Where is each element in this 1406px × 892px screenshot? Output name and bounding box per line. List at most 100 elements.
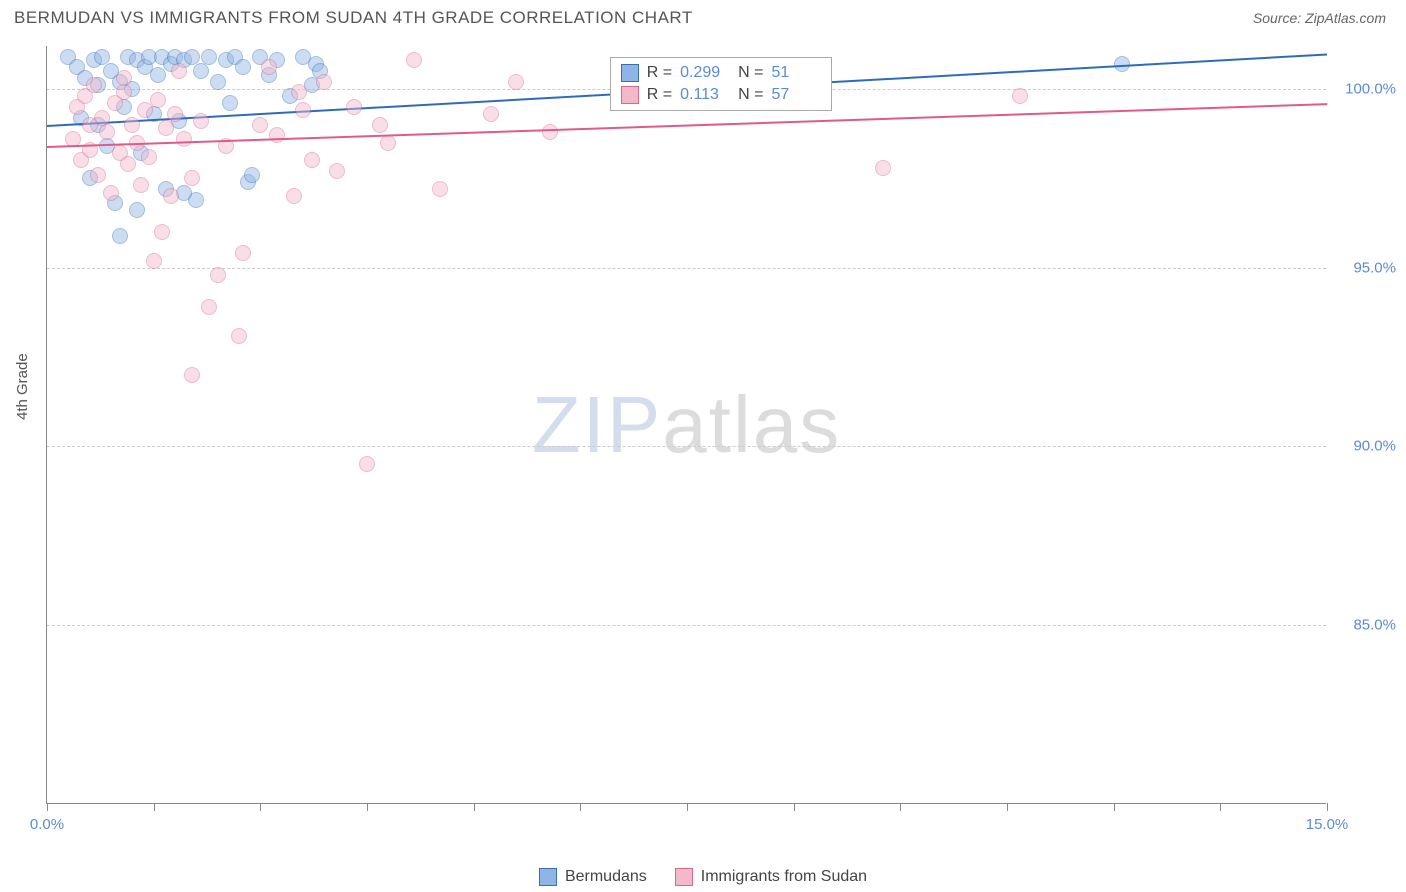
x-tick bbox=[580, 803, 581, 811]
data-point bbox=[193, 63, 209, 79]
data-point bbox=[184, 367, 200, 383]
data-point bbox=[171, 63, 187, 79]
stats-row: R = 0.299 N = 51 bbox=[621, 62, 822, 84]
stats-row: R = 0.113 N = 57 bbox=[621, 84, 822, 106]
data-point bbox=[137, 102, 153, 118]
gridline bbox=[47, 446, 1326, 447]
legend-swatch bbox=[539, 868, 557, 886]
y-tick-label: 100.0% bbox=[1336, 80, 1396, 97]
data-point bbox=[116, 84, 132, 100]
data-point bbox=[210, 267, 226, 283]
data-point bbox=[235, 245, 251, 261]
data-point bbox=[316, 74, 332, 90]
x-tick bbox=[794, 803, 795, 811]
data-point bbox=[146, 253, 162, 269]
data-point bbox=[295, 102, 311, 118]
data-point bbox=[116, 70, 132, 86]
data-point bbox=[184, 170, 200, 186]
x-tick bbox=[154, 803, 155, 811]
watermark: ZIPatlas bbox=[532, 379, 841, 471]
y-axis-label: 4th Grade bbox=[14, 353, 31, 420]
gridline bbox=[47, 268, 1326, 269]
stats-box: R = 0.299 N = 51 R = 0.113 N = 57 bbox=[610, 57, 833, 111]
data-point bbox=[304, 152, 320, 168]
legend-label: Immigrants from Sudan bbox=[701, 868, 867, 886]
x-tick bbox=[47, 803, 48, 811]
data-point bbox=[201, 49, 217, 65]
chart-source: Source: ZipAtlas.com bbox=[1253, 10, 1386, 26]
x-tick bbox=[474, 803, 475, 811]
data-point bbox=[163, 188, 179, 204]
data-point bbox=[432, 181, 448, 197]
data-point bbox=[1012, 88, 1028, 104]
data-point bbox=[124, 117, 140, 133]
stat-n-value: 57 bbox=[771, 86, 821, 104]
data-point bbox=[201, 299, 217, 315]
data-point bbox=[103, 185, 119, 201]
gridline bbox=[47, 625, 1326, 626]
data-point bbox=[508, 74, 524, 90]
data-point bbox=[176, 131, 192, 147]
stat-n-label: N = bbox=[738, 86, 763, 104]
legend-item: Bermudans bbox=[539, 868, 647, 886]
x-tick bbox=[1220, 803, 1221, 811]
data-point bbox=[133, 177, 149, 193]
data-point bbox=[231, 328, 247, 344]
data-point bbox=[346, 99, 362, 115]
data-point bbox=[222, 95, 238, 111]
y-tick-label: 85.0% bbox=[1336, 617, 1396, 634]
x-tick bbox=[1114, 803, 1115, 811]
data-point bbox=[129, 202, 145, 218]
x-tick bbox=[900, 803, 901, 811]
stat-n-label: N = bbox=[738, 64, 763, 82]
data-point bbox=[372, 117, 388, 133]
data-point bbox=[86, 77, 102, 93]
chart-header: BERMUDAN VS IMMIGRANTS FROM SUDAN 4TH GR… bbox=[0, 0, 1406, 32]
data-point bbox=[235, 59, 251, 75]
data-point bbox=[141, 149, 157, 165]
stat-n-value: 51 bbox=[771, 64, 821, 82]
data-point bbox=[252, 117, 268, 133]
y-tick-label: 90.0% bbox=[1336, 438, 1396, 455]
data-point bbox=[269, 127, 285, 143]
stat-r-label: R = bbox=[647, 86, 672, 104]
data-point bbox=[359, 456, 375, 472]
data-point bbox=[261, 59, 277, 75]
stat-r-value: 0.113 bbox=[680, 86, 730, 104]
data-point bbox=[291, 84, 307, 100]
x-tick bbox=[260, 803, 261, 811]
data-point bbox=[244, 167, 260, 183]
scatter-chart: ZIPatlas 100.0%95.0%90.0%85.0%0.0%15.0%R… bbox=[46, 46, 1326, 804]
y-tick-label: 95.0% bbox=[1336, 259, 1396, 276]
stat-r-value: 0.299 bbox=[680, 64, 730, 82]
stat-r-label: R = bbox=[647, 64, 672, 82]
data-point bbox=[82, 117, 98, 133]
x-tick bbox=[687, 803, 688, 811]
x-tick bbox=[367, 803, 368, 811]
data-point bbox=[112, 228, 128, 244]
legend-swatch bbox=[675, 868, 693, 886]
data-point bbox=[406, 52, 422, 68]
series-swatch bbox=[621, 64, 639, 82]
data-point bbox=[210, 74, 226, 90]
data-point bbox=[150, 92, 166, 108]
data-point bbox=[286, 188, 302, 204]
data-point bbox=[150, 67, 166, 83]
data-point bbox=[875, 160, 891, 176]
x-tick-label: 0.0% bbox=[30, 816, 64, 833]
data-point bbox=[483, 106, 499, 122]
data-point bbox=[120, 156, 136, 172]
x-tick bbox=[1327, 803, 1328, 811]
data-point bbox=[329, 163, 345, 179]
x-tick bbox=[1007, 803, 1008, 811]
legend: Bermudans Immigrants from Sudan bbox=[0, 868, 1406, 886]
legend-label: Bermudans bbox=[565, 868, 647, 886]
data-point bbox=[542, 124, 558, 140]
data-point bbox=[193, 113, 209, 129]
data-point bbox=[380, 135, 396, 151]
data-point bbox=[99, 124, 115, 140]
data-point bbox=[90, 167, 106, 183]
data-point bbox=[154, 224, 170, 240]
data-point bbox=[158, 120, 174, 136]
series-swatch bbox=[621, 86, 639, 104]
